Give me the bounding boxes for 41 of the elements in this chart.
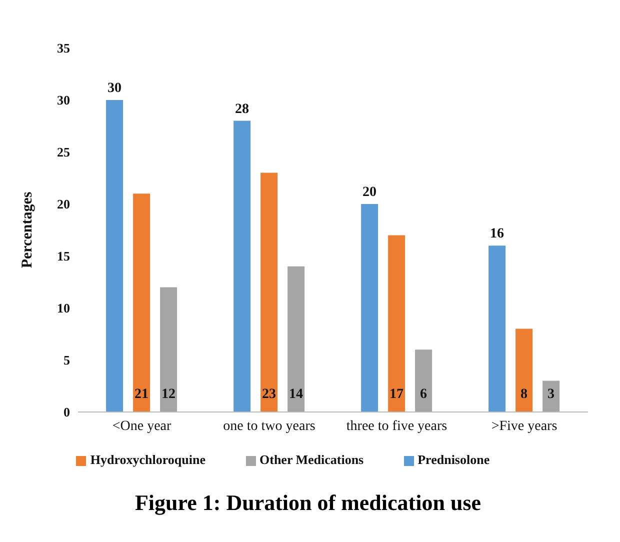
y-axis-title: Percentages [19,192,36,268]
data-label: 20 [362,185,377,200]
data-label: 23 [262,387,276,402]
x-tick-label: >Five years [491,418,558,434]
x-tick-label: one to two years [223,418,316,434]
bar [516,328,533,412]
text: Figure 1: Duration of medication use [134,490,482,516]
data-label: 28 [235,102,250,117]
bar [388,235,406,412]
y-tick-label: 5 [64,352,70,368]
data-label: 30 [108,81,122,96]
data-label: 14 [289,387,304,402]
bar [488,246,506,412]
data-label: 16 [490,226,504,242]
y-tick-label: 0 [64,404,70,420]
y-tick-label: 10 [57,300,70,316]
data-label: 17 [390,387,404,402]
bar [288,266,305,412]
x-tick-label: three to five years [346,418,448,434]
x-tick-label: <One year [112,418,172,434]
y-tick-label: 20 [57,196,70,212]
y-tick-label: 35 [57,40,70,56]
bar [234,120,251,412]
bar [160,287,178,412]
legend-label: Other Medications [260,452,364,467]
bar [106,100,124,412]
data-label: 8 [520,387,528,402]
bar [260,172,278,412]
data-label: 21 [134,387,149,402]
bar [542,380,560,412]
bar [415,350,432,412]
data-label: 12 [162,387,176,402]
bar [133,194,150,412]
y-tick-label: 30 [57,92,70,108]
legend-label: Prednisolone [418,452,490,467]
data-label: 6 [420,387,428,402]
bar [361,204,378,412]
legend-label: Hydroxychloroquine [90,452,206,467]
y-tick-label: 25 [57,144,70,160]
y-tick-label: 15 [57,248,70,264]
data-label: 3 [548,387,555,402]
